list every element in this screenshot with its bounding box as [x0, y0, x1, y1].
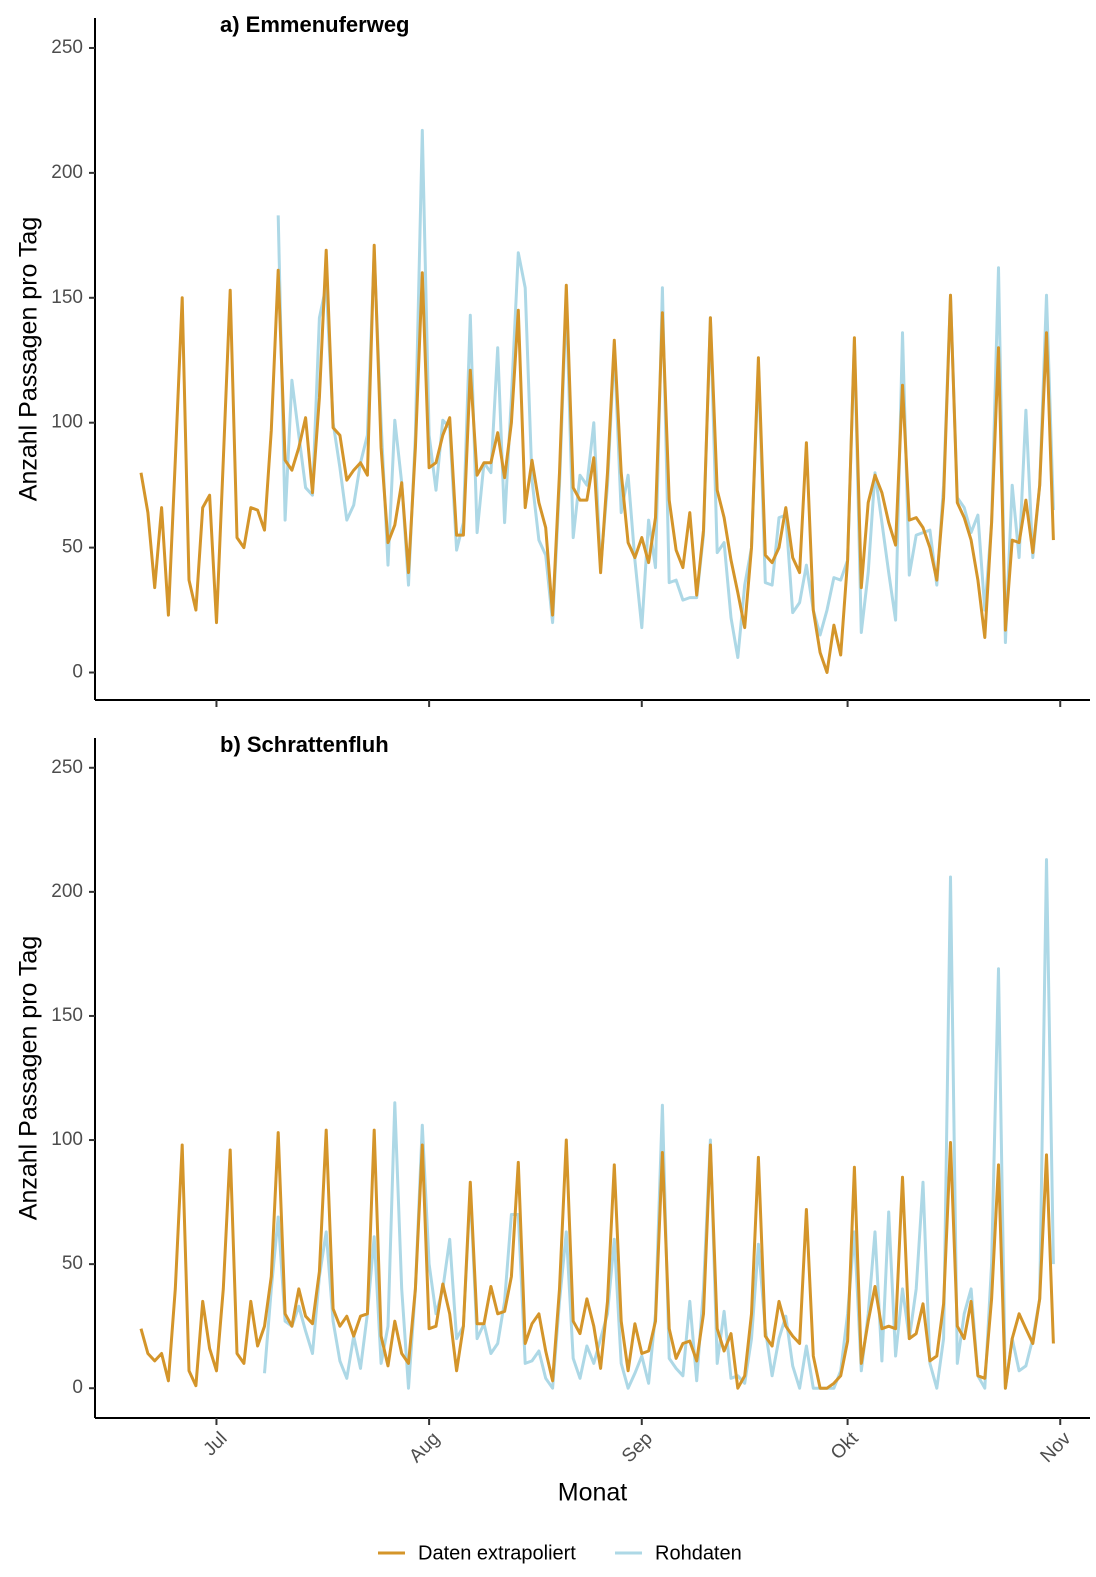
x-tick-label: Sep — [618, 1428, 657, 1467]
x-tick-label: Nov — [1037, 1428, 1076, 1467]
x-axis-label: Monat — [558, 1479, 628, 1507]
y-tick-label: 50 — [62, 537, 83, 558]
y-tick-label: 200 — [51, 162, 83, 183]
y-tick-label: 100 — [51, 1129, 83, 1150]
y-tick-label: 250 — [51, 37, 83, 58]
series-line — [139, 1128, 1055, 1390]
y-tick-label: 0 — [72, 1377, 83, 1398]
panel-title: b) Schrattenfluh — [220, 732, 389, 757]
panel-title: a) Emmenuferweg — [220, 12, 410, 37]
x-tick-label: Jul — [200, 1428, 232, 1460]
y-tick-label: 250 — [51, 757, 83, 778]
y-tick-label: 0 — [72, 662, 83, 683]
x-tick-label: Aug — [405, 1428, 444, 1467]
y-tick-label: 150 — [51, 1005, 83, 1026]
y-axis-label: Anzahl Passagen pro Tag — [15, 936, 43, 1220]
series-line — [139, 243, 1055, 674]
y-tick-label: 200 — [51, 881, 83, 902]
legend-label: Rohdaten — [655, 1542, 742, 1564]
series-line — [263, 858, 1055, 1390]
y-axis-label: Anzahl Passagen pro Tag — [15, 217, 43, 501]
y-tick-label: 100 — [51, 412, 83, 433]
x-tick-label: Okt — [827, 1428, 863, 1464]
y-tick-label: 150 — [51, 287, 83, 308]
legend-label: Daten extrapoliert — [418, 1542, 576, 1564]
y-tick-label: 50 — [62, 1253, 83, 1274]
